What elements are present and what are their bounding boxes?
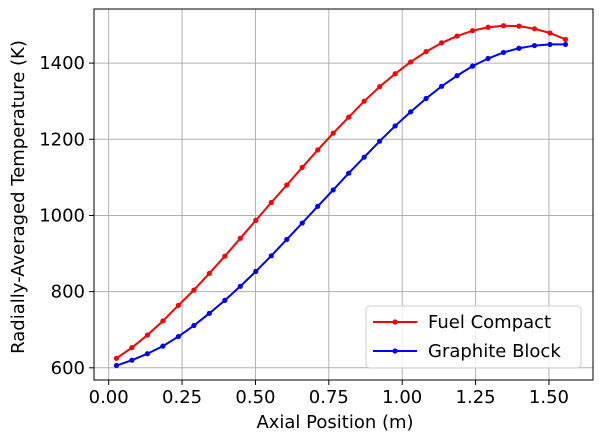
y-tick-label: 800: [51, 282, 85, 303]
x-tick-label: 1.50: [529, 387, 569, 408]
data-point-fuel-compact: [547, 30, 553, 36]
x-tick-label: 0.25: [162, 387, 202, 408]
data-point-fuel-compact: [191, 287, 197, 293]
data-point-graphite-block: [408, 109, 414, 115]
series-graphite-block: [113, 41, 569, 369]
legend-label-graphite-block: Graphite Block: [428, 341, 561, 362]
data-point-fuel-compact: [113, 355, 120, 361]
data-point-graphite-block: [547, 41, 553, 48]
data-point-fuel-compact: [160, 318, 166, 324]
data-point-graphite-block: [392, 123, 398, 129]
data-point-graphite-block: [562, 41, 569, 48]
data-point-graphite-block: [516, 45, 522, 51]
data-point-fuel-compact: [237, 235, 243, 241]
data-point-fuel-compact: [485, 24, 491, 30]
legend-marker-graphite-block: [392, 348, 398, 354]
data-point-graphite-block: [237, 283, 243, 289]
data-point-graphite-block: [346, 170, 352, 176]
series-line-graphite-block: [116, 43, 566, 367]
x-tick-label: 1.25: [456, 387, 496, 408]
data-point-fuel-compact: [500, 23, 507, 29]
data-point-graphite-block: [175, 333, 181, 340]
data-point-graphite-block: [315, 203, 321, 209]
data-point-graphite-block: [129, 357, 135, 363]
y-axis-label: Radially-Averaged Temperature (K): [8, 40, 29, 354]
data-point-graphite-block: [191, 322, 197, 329]
legend-label-fuel-compact: Fuel Compact: [428, 312, 551, 333]
y-tick-label: 600: [51, 358, 85, 379]
tick-layer: 0.00 0.25 0.50 0.75 1.00 1.25 1.50 600 800 1000 12…: [39, 53, 569, 408]
data-point-graphite-block: [268, 253, 274, 259]
data-point-fuel-compact: [439, 40, 445, 46]
data-point-graphite-block: [113, 362, 120, 369]
x-tick-label: 1.00: [382, 387, 422, 408]
data-point-graphite-block: [299, 220, 305, 226]
data-point-fuel-compact: [206, 270, 212, 276]
legend: Fuel Compact Graphite Block: [365, 305, 582, 369]
data-point-graphite-block: [500, 49, 507, 56]
data-point-fuel-compact: [222, 253, 228, 259]
series-fuel-compact: [113, 23, 569, 361]
y-tick-label: 1200: [39, 129, 85, 150]
series-layer: [113, 23, 569, 369]
data-point-fuel-compact: [562, 36, 569, 43]
grid-layer: [94, 9, 593, 380]
data-point-graphite-block: [160, 343, 166, 349]
x-axis-label: Axial Position (m): [256, 412, 413, 433]
x-tick-label: 0.00: [89, 387, 129, 408]
legend-box: [365, 305, 582, 369]
data-point-fuel-compact: [516, 23, 522, 29]
x-tick-label: 0.50: [235, 387, 275, 408]
data-point-graphite-block: [423, 95, 429, 102]
data-point-graphite-block: [253, 268, 259, 275]
y-tick-label: 1000: [39, 205, 85, 226]
data-point-graphite-block: [531, 42, 538, 49]
x-tick-label: 0.75: [309, 387, 349, 408]
data-point-graphite-block: [144, 351, 150, 357]
data-point-fuel-compact: [469, 28, 476, 34]
plot-frame: [93, 8, 594, 381]
data-point-fuel-compact: [377, 84, 383, 90]
data-point-graphite-block: [469, 63, 476, 69]
data-point-fuel-compact: [361, 98, 367, 104]
data-point-fuel-compact: [284, 182, 290, 188]
data-point-graphite-block: [206, 310, 212, 316]
data-point-graphite-block: [284, 236, 290, 243]
data-point-fuel-compact: [423, 49, 429, 55]
data-point-fuel-compact: [330, 130, 336, 136]
legend-marker-fuel-compact: [392, 319, 398, 325]
data-point-fuel-compact: [268, 199, 274, 206]
data-point-fuel-compact: [392, 71, 398, 77]
data-point-fuel-compact: [299, 164, 305, 171]
data-point-fuel-compact: [531, 26, 538, 32]
data-point-graphite-block: [377, 138, 383, 144]
data-point-graphite-block: [361, 154, 367, 160]
data-point-graphite-block: [222, 297, 228, 303]
data-point-fuel-compact: [346, 114, 352, 120]
data-point-graphite-block: [439, 83, 445, 89]
data-point-fuel-compact: [253, 217, 259, 223]
data-point-graphite-block: [454, 73, 460, 79]
y-tick-label: 1400: [39, 53, 85, 74]
data-point-fuel-compact: [454, 33, 460, 39]
data-point-fuel-compact: [315, 147, 321, 153]
data-point-fuel-compact: [175, 302, 181, 308]
data-point-graphite-block: [330, 187, 336, 193]
data-point-fuel-compact: [144, 332, 150, 338]
data-point-fuel-compact: [408, 59, 414, 65]
data-point-fuel-compact: [129, 345, 135, 351]
data-point-graphite-block: [485, 55, 491, 62]
